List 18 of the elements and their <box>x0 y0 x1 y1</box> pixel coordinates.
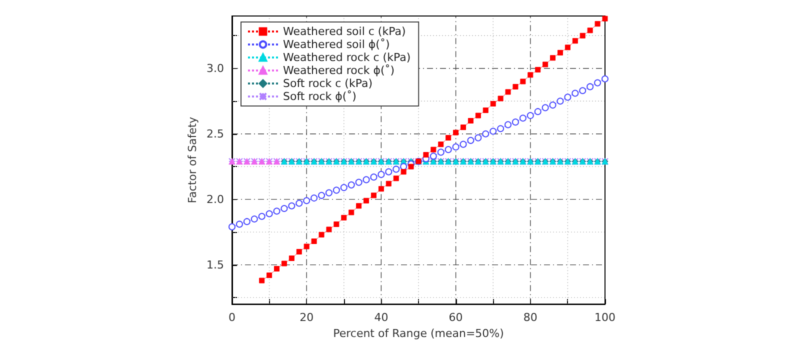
y-tick-label: 2.5 <box>206 127 224 140</box>
y-axis-title: Factor of Safety <box>186 116 199 204</box>
legend-label: Weathered rock c (kPa) <box>283 51 411 64</box>
x-tick-label: 0 <box>228 311 236 324</box>
x-tick-label: 100 <box>594 311 616 324</box>
y-tick-label: 1.5 <box>206 258 224 272</box>
x-tick-label: 40 <box>374 311 388 324</box>
x-tick-label: 60 <box>448 311 463 324</box>
legend-label: Soft rock ϕ(˚) <box>283 90 356 103</box>
x-tick-label: 80 <box>523 311 538 324</box>
x-axis-title: Percent of Range (mean=50%) <box>333 327 504 340</box>
legend-label: Soft rock c (kPa) <box>283 77 373 90</box>
y-tick-label: 3.0 <box>206 62 224 75</box>
x-tick-label: 20 <box>300 311 314 324</box>
legend-label: Weathered soil c (kPa) <box>283 25 406 38</box>
legend-label: Weathered rock ϕ(˚) <box>283 64 395 77</box>
y-tick-label: 2.0 <box>206 192 224 206</box>
legend-label: Weathered soil ϕ(˚) <box>283 38 390 51</box>
